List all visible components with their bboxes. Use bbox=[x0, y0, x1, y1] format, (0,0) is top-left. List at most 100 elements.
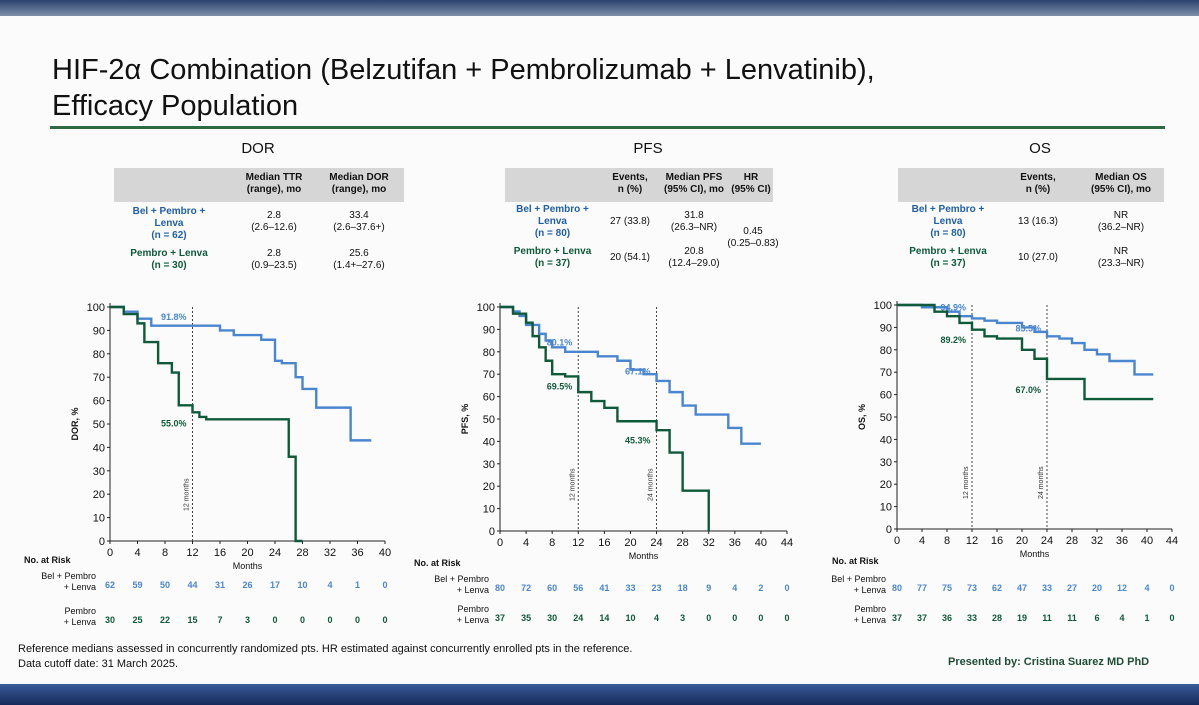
dor-r1v2b: (2.6–37.6+) bbox=[333, 222, 385, 233]
dor-r2v2a: 25.6 bbox=[349, 248, 369, 259]
os-risk-value: 62 bbox=[992, 583, 1002, 593]
pfs-risk-value: 4 bbox=[654, 613, 659, 623]
os-risk-value: 28 bbox=[992, 613, 1002, 623]
pfs-h1b: n (%) bbox=[617, 184, 643, 195]
dor-risk-value: 0 bbox=[355, 615, 360, 625]
pfs-risk-value: 33 bbox=[625, 583, 635, 593]
os-xlabel: Months bbox=[1020, 549, 1050, 559]
pfs-xtick-label: 32 bbox=[703, 537, 715, 549]
dor-ytick-label: 20 bbox=[93, 489, 105, 501]
dor-series-bel bbox=[110, 305, 372, 442]
pfs-xtick-label: 44 bbox=[781, 537, 793, 549]
os-ytick-label: 80 bbox=[880, 345, 892, 357]
os-xtick-label: 36 bbox=[1116, 535, 1128, 547]
pfs-risk-value: 4 bbox=[732, 583, 737, 593]
pfs-risk-value: 10 bbox=[625, 613, 635, 623]
dor-risk-value: 26 bbox=[242, 580, 252, 590]
os-xtick-label: 32 bbox=[1091, 535, 1103, 547]
pfs-vline-label: 24 months bbox=[648, 468, 655, 501]
pfs-ytick-label: 70 bbox=[483, 369, 495, 381]
pfs-table-header bbox=[505, 168, 773, 202]
pfs-risk-row-label: + Lenva bbox=[457, 585, 489, 595]
pfs-ytick-label: 20 bbox=[483, 481, 495, 493]
os-xtick-label: 4 bbox=[919, 535, 925, 547]
pfs-ytick-label: 50 bbox=[483, 414, 495, 426]
dor-risk-row-label: Bel + Pembro bbox=[41, 571, 96, 581]
pfs-risk-value: 72 bbox=[521, 583, 531, 593]
pfs-annotation: 45.3% bbox=[625, 436, 651, 446]
os-risk-value: 36 bbox=[942, 613, 952, 623]
os-ytick-label: 70 bbox=[880, 367, 892, 379]
os-ytick-label: 30 bbox=[880, 457, 892, 469]
dor-h1a: Median TTR bbox=[245, 172, 303, 183]
pfs-risk-row-label: Bel + Pembro bbox=[434, 574, 489, 584]
dor-ytick-label: 30 bbox=[93, 466, 105, 478]
os-h1b: n (%) bbox=[1025, 184, 1051, 195]
os-risk-value: 11 bbox=[1042, 613, 1052, 623]
dor-r2b: (n = 30) bbox=[151, 260, 187, 271]
pfs-risk-value: 30 bbox=[547, 613, 557, 623]
os-risk-value: 20 bbox=[1092, 583, 1102, 593]
os-ytick-label: 100 bbox=[874, 300, 892, 312]
dor-annotation: 91.8% bbox=[161, 312, 187, 322]
dor-xtick-label: 16 bbox=[214, 547, 226, 559]
os-xtick-label: 44 bbox=[1166, 535, 1178, 547]
os-risk-value: 1 bbox=[1144, 613, 1149, 623]
dor-r2a: Pembro + Lenva bbox=[130, 248, 208, 259]
pfs-h2a: Median PFS bbox=[665, 172, 723, 183]
dor-risk-value: 0 bbox=[327, 615, 332, 625]
slide-title: HIF-2α Combination (Belzutifan + Pembrol… bbox=[52, 52, 1152, 124]
pfs-ytick-label: 10 bbox=[483, 504, 495, 516]
pfs-xtick-label: 28 bbox=[677, 537, 689, 549]
pfs-risk-value: 14 bbox=[599, 613, 609, 623]
pfs-xtick-label: 12 bbox=[572, 537, 584, 549]
dor-risk-header: No. at Risk bbox=[24, 555, 72, 565]
dor-ytick-label: 60 bbox=[93, 396, 105, 408]
pfs-annotation: 69.5% bbox=[547, 381, 573, 391]
os-r2v1: 10 (27.0) bbox=[1017, 252, 1059, 263]
os-r1b: Lenva bbox=[933, 216, 963, 227]
os-risk-value: 73 bbox=[967, 583, 977, 593]
os-h2b: (95% CI), mo bbox=[1090, 184, 1151, 195]
os-xtick-label: 20 bbox=[1016, 535, 1028, 547]
pfs-r1b: Lenva bbox=[538, 216, 567, 227]
pfs-risk-value: 9 bbox=[706, 583, 711, 593]
pfs-risk-header: No. at Risk bbox=[414, 558, 462, 568]
pfs-annotation: 80.1% bbox=[547, 338, 573, 348]
dor-xtick-label: 0 bbox=[107, 547, 113, 559]
top-band bbox=[0, 0, 1199, 16]
pfs-r1a: Bel + Pembro + bbox=[516, 204, 589, 215]
os-vline-label: 24 months bbox=[1038, 466, 1045, 499]
dor-risk-value: 4 bbox=[327, 580, 332, 590]
dor-risk-value: 25 bbox=[132, 615, 142, 625]
dor-r1v1a: 2.8 bbox=[267, 210, 281, 221]
dor-r1b: Lenva bbox=[154, 218, 184, 229]
pfs-h3a: HR bbox=[743, 172, 759, 183]
dor-risk-row-label: + Lenva bbox=[64, 617, 96, 627]
footnote-reference: Reference medians assessed in concurrent… bbox=[18, 643, 633, 655]
pfs-risk-value: 0 bbox=[706, 613, 711, 623]
dor-ylabel: DOR, % bbox=[70, 407, 80, 440]
os-risk-value: 4 bbox=[1119, 613, 1124, 623]
pfs-xtick-label: 20 bbox=[624, 537, 636, 549]
pfs-r2v1: 20 (54.1) bbox=[609, 252, 651, 263]
dor-ytick-label: 80 bbox=[93, 349, 105, 361]
dor-table: Median TTR (range), mo Median DOR (range),… bbox=[114, 168, 404, 278]
os-xtick-label: 28 bbox=[1066, 535, 1078, 547]
os-risk-value: 37 bbox=[917, 613, 927, 623]
os-risk-value: 27 bbox=[1067, 583, 1077, 593]
pfs-series-bel bbox=[500, 305, 761, 445]
pfs-xtick-label: 0 bbox=[497, 537, 503, 549]
pfs-h2b: (95% CI), mo bbox=[663, 184, 724, 195]
dor-h2b: (range), mo bbox=[331, 184, 387, 195]
os-annotation: 89.2% bbox=[940, 335, 966, 345]
os-ytick-label: 20 bbox=[880, 479, 892, 491]
os-r1v2a: NR bbox=[1113, 210, 1129, 221]
pfs-h3b: (95% CI) bbox=[731, 184, 771, 195]
os-h1a: Events, bbox=[1020, 172, 1056, 183]
pfs-ytick-label: 60 bbox=[483, 392, 495, 404]
dor-risk-row-label: Pembro bbox=[64, 606, 96, 616]
pfs-risk-row-label: Pembro bbox=[457, 604, 489, 614]
pfs-risk-value: 35 bbox=[521, 613, 531, 623]
